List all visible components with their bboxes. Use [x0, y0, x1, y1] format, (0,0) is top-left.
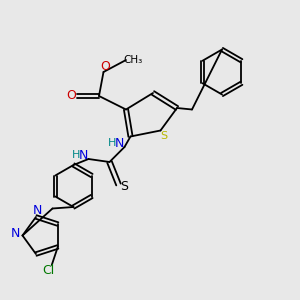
Text: S: S: [160, 131, 167, 141]
Text: H: H: [108, 138, 117, 148]
Text: N: N: [11, 226, 21, 240]
Text: N: N: [115, 137, 124, 150]
Text: O: O: [100, 59, 110, 73]
Text: S: S: [121, 180, 128, 194]
Text: N: N: [33, 204, 42, 217]
Text: CH₃: CH₃: [124, 55, 143, 65]
Text: N: N: [79, 149, 88, 162]
Text: O: O: [66, 89, 76, 103]
Text: Cl: Cl: [43, 265, 55, 278]
Text: H: H: [72, 150, 81, 161]
